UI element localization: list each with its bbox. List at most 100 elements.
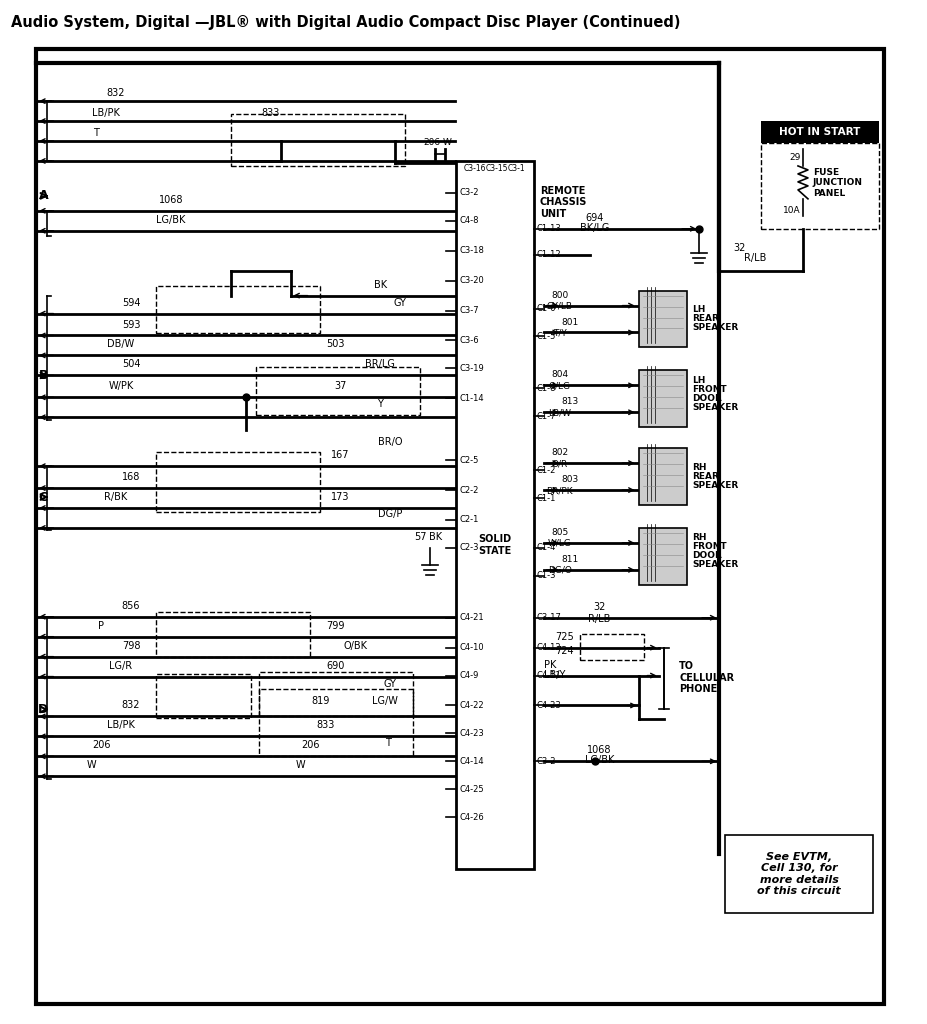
Text: 856: 856 bbox=[121, 601, 140, 610]
Text: A: A bbox=[38, 189, 48, 203]
Text: C4-22: C4-22 bbox=[459, 701, 484, 710]
Text: 801: 801 bbox=[561, 317, 578, 327]
Text: DG/P: DG/P bbox=[378, 509, 402, 519]
Text: LG/BK: LG/BK bbox=[585, 756, 615, 765]
Bar bbox=[640, 528, 687, 585]
Text: 694: 694 bbox=[586, 213, 603, 223]
Text: Y: Y bbox=[377, 399, 383, 410]
Bar bbox=[156, 453, 321, 512]
Bar bbox=[259, 672, 413, 717]
Text: SOLID
STATE: SOLID STATE bbox=[478, 535, 512, 556]
Text: 724: 724 bbox=[555, 645, 574, 655]
Text: BR/PK: BR/PK bbox=[546, 486, 573, 495]
Text: FRONT: FRONT bbox=[692, 385, 727, 394]
Text: C3-2: C3-2 bbox=[537, 757, 556, 766]
Text: 206: 206 bbox=[92, 740, 110, 751]
Text: C4-9: C4-9 bbox=[459, 671, 478, 680]
Text: FUSE
JUNCTION
PANEL: FUSE JUNCTION PANEL bbox=[813, 168, 863, 198]
Text: C4-12: C4-12 bbox=[537, 643, 562, 652]
Text: C1-8: C1-8 bbox=[537, 384, 556, 393]
Text: 503: 503 bbox=[326, 339, 345, 349]
Bar bbox=[156, 674, 250, 719]
Text: DOOR: DOOR bbox=[692, 394, 722, 402]
Text: T: T bbox=[94, 128, 99, 138]
Text: C3-2: C3-2 bbox=[459, 188, 478, 198]
Bar bbox=[761, 121, 879, 143]
Text: 168: 168 bbox=[121, 472, 140, 482]
Text: LB/PK: LB/PK bbox=[108, 721, 135, 730]
Text: 833: 833 bbox=[261, 109, 280, 118]
Text: 832: 832 bbox=[121, 700, 140, 711]
Text: C2-1: C2-1 bbox=[459, 515, 478, 524]
Text: 1068: 1068 bbox=[159, 195, 184, 205]
Text: LG/W: LG/W bbox=[373, 696, 399, 707]
Text: C2-5: C2-5 bbox=[459, 456, 478, 465]
Text: 725: 725 bbox=[555, 632, 574, 642]
Text: BR/O: BR/O bbox=[378, 437, 402, 447]
Text: C3-20: C3-20 bbox=[459, 276, 484, 285]
Text: C1-7: C1-7 bbox=[537, 412, 556, 421]
Text: W: W bbox=[442, 138, 451, 147]
Text: 593: 593 bbox=[121, 319, 140, 330]
Text: RH: RH bbox=[692, 534, 706, 543]
Text: 800: 800 bbox=[551, 291, 568, 300]
Text: W: W bbox=[86, 760, 95, 770]
Text: DOOR: DOOR bbox=[692, 551, 722, 560]
Text: W: W bbox=[296, 760, 305, 770]
Text: GY: GY bbox=[394, 298, 407, 307]
Text: BK: BK bbox=[428, 531, 441, 542]
Text: C1-13: C1-13 bbox=[537, 224, 562, 233]
Text: C4-8: C4-8 bbox=[459, 216, 478, 225]
Text: 819: 819 bbox=[311, 696, 330, 707]
Text: C4-23: C4-23 bbox=[459, 729, 484, 738]
Text: C1-12: C1-12 bbox=[537, 250, 562, 259]
Text: R/LB: R/LB bbox=[589, 613, 611, 624]
Text: R/LB: R/LB bbox=[744, 253, 767, 263]
Text: 29: 29 bbox=[790, 154, 801, 163]
Text: See EVTM,
Cell 130, for
more details
of this circuit: See EVTM, Cell 130, for more details of … bbox=[757, 852, 841, 896]
Text: C1-6: C1-6 bbox=[537, 304, 556, 313]
Text: C4-26: C4-26 bbox=[459, 813, 484, 821]
Text: C1-14: C1-14 bbox=[459, 394, 484, 402]
Text: 32: 32 bbox=[733, 243, 745, 253]
Text: C3-19: C3-19 bbox=[459, 364, 484, 373]
Bar bbox=[259, 688, 413, 757]
Text: Audio System, Digital —JBL® with Digital Audio Compact Disc Player (Continued): Audio System, Digital —JBL® with Digital… bbox=[11, 15, 680, 31]
Text: 811: 811 bbox=[561, 555, 578, 564]
Text: C3-17: C3-17 bbox=[537, 613, 562, 623]
Text: GY/LB: GY/LB bbox=[547, 301, 573, 310]
Text: C3-16: C3-16 bbox=[464, 165, 487, 173]
Text: LB/PK: LB/PK bbox=[92, 109, 120, 118]
Text: 799: 799 bbox=[326, 621, 345, 631]
Text: R/BK: R/BK bbox=[105, 493, 128, 502]
Text: C1-3: C1-3 bbox=[537, 571, 556, 581]
Text: C3-15: C3-15 bbox=[486, 165, 508, 173]
Text: 167: 167 bbox=[331, 451, 349, 460]
Text: T/Y: T/Y bbox=[552, 329, 566, 338]
Text: O/LG: O/LG bbox=[549, 381, 571, 390]
Text: 206: 206 bbox=[301, 740, 320, 751]
Text: C4-14: C4-14 bbox=[459, 757, 484, 766]
Text: C1-5: C1-5 bbox=[537, 332, 556, 341]
Bar bbox=[725, 836, 872, 913]
Text: FRONT: FRONT bbox=[692, 543, 727, 551]
Text: REMOTE
CHASSIS
UNIT: REMOTE CHASSIS UNIT bbox=[540, 186, 587, 219]
Bar bbox=[156, 611, 311, 656]
Text: 1068: 1068 bbox=[588, 745, 612, 756]
Text: D: D bbox=[38, 702, 48, 716]
Bar bbox=[231, 114, 405, 166]
Text: W/LG: W/LG bbox=[548, 539, 572, 548]
Text: HOT IN START: HOT IN START bbox=[780, 127, 860, 137]
Text: C: C bbox=[39, 490, 48, 504]
Text: GY: GY bbox=[384, 679, 397, 688]
Text: P: P bbox=[98, 621, 104, 631]
Text: C2-3: C2-3 bbox=[459, 544, 478, 552]
Text: 832: 832 bbox=[107, 88, 125, 98]
Text: BR/LG: BR/LG bbox=[365, 359, 395, 370]
Text: C4-10: C4-10 bbox=[459, 643, 484, 652]
Text: 594: 594 bbox=[121, 298, 140, 307]
Text: 32: 32 bbox=[593, 602, 605, 611]
Text: DB/W: DB/W bbox=[108, 339, 134, 349]
Text: C1-1: C1-1 bbox=[537, 494, 556, 503]
Text: 804: 804 bbox=[552, 371, 568, 379]
